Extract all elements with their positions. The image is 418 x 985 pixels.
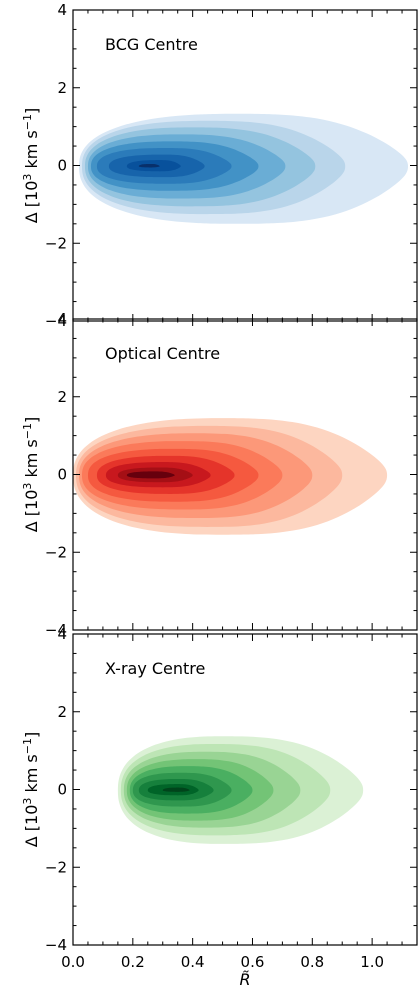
y-axis-label-superscript: −1: [21, 738, 34, 754]
y-tick-label: 2: [57, 388, 67, 406]
y-axis-label-part: Δ [10: [22, 181, 41, 224]
contour-level-9: [162, 787, 190, 792]
contour-level-9: [138, 163, 160, 168]
contour-level-9: [126, 471, 175, 479]
y-tick-label: −2: [45, 543, 67, 561]
y-tick-label: 0: [57, 466, 67, 484]
panel-3: −4 −2 0 2 4 X-ray Centre Δ [103 km s−1]: [21, 625, 418, 954]
y-tick-label: 0: [57, 781, 67, 799]
y-tick-label: 0: [57, 157, 67, 175]
panel-1: −4 −2 0 2 4 BCG Centre Δ [103 km s−1]: [21, 1, 418, 330]
panel-title: X-ray Centre: [105, 659, 205, 678]
y-axis-label: Δ [103 km s−1]: [21, 417, 42, 532]
y-tick-label: −4: [45, 936, 67, 954]
contour-group: [117, 736, 364, 844]
contour-group: [73, 418, 388, 535]
y-tick-label: 4: [57, 625, 67, 643]
panel-title: Optical Centre: [105, 344, 220, 363]
y-axis-label-part: ]: [22, 732, 41, 738]
panel-title: BCG Centre: [105, 35, 198, 54]
y-axis-label-part: km s: [22, 439, 41, 482]
y-axis-label-part: ]: [22, 417, 41, 423]
y-axis-label-superscript: 3: [21, 174, 34, 181]
x-tick-label: 1.0: [360, 953, 384, 971]
y-tick-label: −4: [45, 312, 67, 330]
y-tick-label: −4: [45, 621, 67, 639]
y-axis-label-part: km s: [22, 130, 41, 173]
y-axis-label: Δ [103 km s−1]: [21, 732, 42, 847]
y-tick-label: 2: [57, 703, 67, 721]
x-tick-label: 0.4: [181, 953, 205, 971]
y-tick-label: −2: [45, 234, 67, 252]
y-axis-label-part: km s: [22, 754, 41, 797]
y-axis-label-part: Δ [10: [22, 490, 41, 533]
y-tick-label: 2: [57, 79, 67, 97]
y-axis-label-superscript: 3: [21, 798, 34, 805]
y-axis-label-superscript: 3: [21, 483, 34, 490]
x-tick-label: 0.2: [121, 953, 145, 971]
y-axis-label-part: Δ [10: [22, 805, 41, 848]
x-axis: 0.0 0.2 0.4 0.6 0.8 1.0 R̃: [61, 953, 384, 985]
y-tick-label: 4: [57, 310, 67, 328]
x-tick-label: 0.8: [300, 953, 324, 971]
x-tick-label: 0.0: [61, 953, 85, 971]
x-axis-label: R̃: [239, 970, 250, 985]
y-axis-label-superscript: −1: [21, 423, 34, 439]
y-tick-label: −2: [45, 858, 67, 876]
y-axis-label-superscript: −1: [21, 114, 34, 130]
contour-group: [78, 113, 409, 224]
panel-2: −4 −2 0 2 4 Optical Centre Δ [103 km s−1]: [21, 310, 418, 639]
y-axis-label: Δ [103 km s−1]: [21, 108, 42, 223]
y-axis-label-part: ]: [22, 108, 41, 114]
y-tick-label: 4: [57, 1, 67, 19]
x-tick-label: 0.6: [241, 953, 265, 971]
